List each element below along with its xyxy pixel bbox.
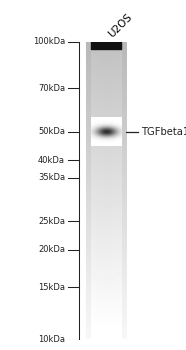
Text: 15kDa: 15kDa [38,282,65,292]
Text: 50kDa: 50kDa [38,127,65,136]
Text: 40kDa: 40kDa [38,156,65,165]
Text: TGFbeta1: TGFbeta1 [141,127,186,136]
Text: 35kDa: 35kDa [38,173,65,182]
Text: 70kDa: 70kDa [38,84,65,93]
Text: 100kDa: 100kDa [33,37,65,47]
Text: 20kDa: 20kDa [38,245,65,254]
Text: 10kDa: 10kDa [38,335,65,344]
Text: 25kDa: 25kDa [38,217,65,226]
Text: U2OS: U2OS [106,12,134,40]
